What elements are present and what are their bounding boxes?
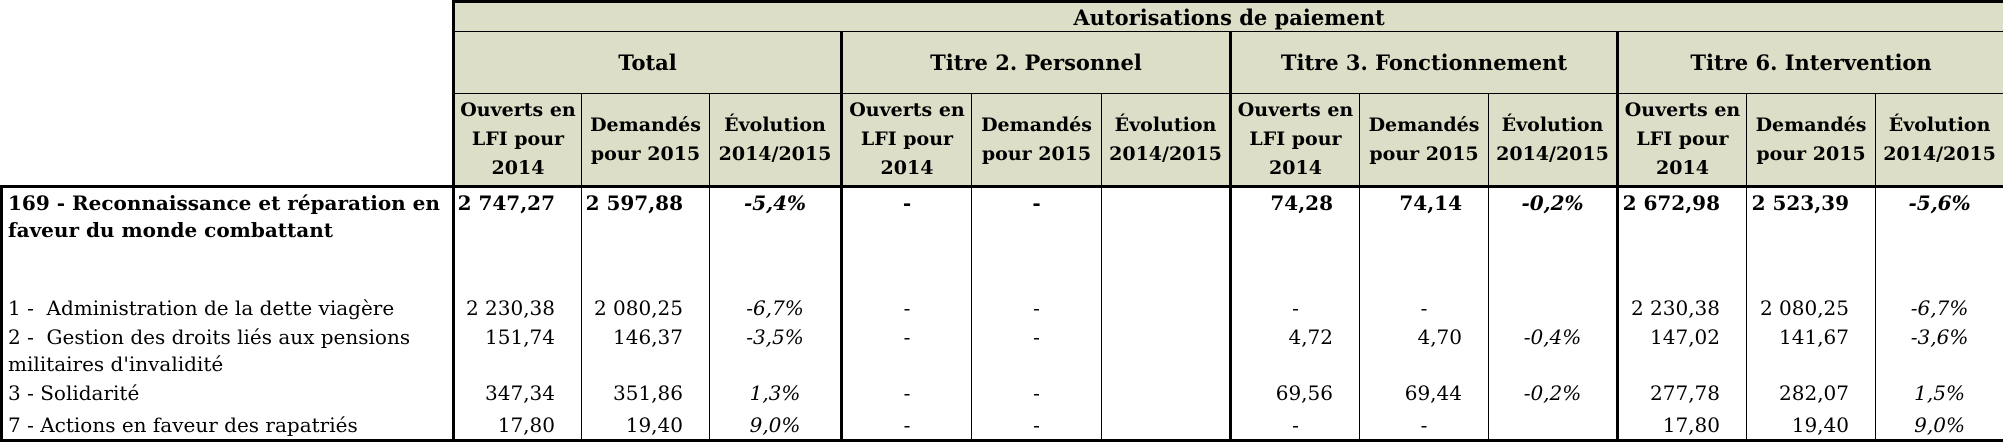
data-cell: -0,4% [1488, 321, 1618, 378]
header-row-groups: Total Titre 2. Personnel Titre 3. Foncti… [2, 31, 2003, 94]
col-header-evolution-2014-2015: Évolution 2014/2015 [1101, 93, 1231, 188]
data-cell [1101, 409, 1231, 442]
header-row-columns: Ouverts en LFI pour 2014 Demandés pour 2015… [2, 93, 2003, 188]
data-cell: 4,70 [1359, 321, 1489, 378]
data-cell: - [971, 292, 1102, 322]
data-cell: - [1359, 409, 1489, 442]
data-cell: - [840, 377, 972, 410]
data-cell: - [971, 185, 1102, 293]
blank-corner [1, 1, 454, 187]
col-header-evolution-2014-2015: Évolution 2014/2015 [1488, 93, 1618, 188]
col-header-demandes-2015: Demandés pour 2015 [1746, 93, 1876, 188]
data-cell: -6,7% [1874, 292, 2003, 322]
table-row-action-7: 7 - Actions en faveur des rapatriés 17,8… [0, 409, 2003, 442]
data-cell: 2 080,25 [581, 292, 710, 322]
data-cell [1101, 377, 1231, 410]
group-header-titre6-intervention: Titre 6. Intervention [1615, 31, 2003, 94]
data-cell: -3,6% [1874, 321, 2003, 378]
header-row-title: Autorisations de paiement [1, 0, 2003, 187]
data-cell: 4,72 [1229, 321, 1360, 378]
row-label: 2 - Gestion des droits liés aux pensions… [0, 321, 454, 378]
data-cell: 282,07 [1746, 377, 1876, 410]
data-cell: 9,0% [709, 409, 842, 442]
data-cell [1101, 321, 1231, 378]
data-cell: -0,2% [1488, 185, 1618, 293]
table-row-action-1: 1 - Administration de la dette viagère 2… [0, 292, 2003, 322]
data-cell: - [840, 409, 972, 442]
data-cell: - [1359, 292, 1489, 322]
col-header-demandes-2015: Demandés pour 2015 [1359, 93, 1489, 188]
col-header-ouverts-lfi-2014: Ouverts en LFI pour 2014 [1229, 93, 1360, 188]
col-header-evolution-2014-2015: Évolution 2014/2015 [1874, 93, 2003, 188]
data-cell: 347,34 [452, 377, 582, 410]
col-header-demandes-2015: Demandés pour 2015 [581, 93, 710, 188]
group-header-total: Total [452, 31, 842, 94]
data-cell: - [840, 321, 972, 378]
data-cell [1101, 185, 1231, 293]
data-cell: 74,28 [1229, 185, 1360, 293]
data-cell [1488, 409, 1618, 442]
col-header-demandes-2015: Demandés pour 2015 [971, 93, 1102, 188]
data-cell: 2 597,88 [581, 185, 710, 293]
col-header-ouverts-lfi-2014: Ouverts en LFI pour 2014 [452, 93, 582, 188]
table-title: Autorisations de paiement [451, 0, 2003, 32]
data-cell: 147,02 [1616, 321, 1747, 378]
table-row-action-3: 3 - Solidarité 347,34 351,86 1,3% - - 69… [0, 377, 2003, 410]
row-label: 7 - Actions en faveur des rapatriés [0, 409, 454, 442]
data-cell: -6,7% [709, 292, 842, 322]
data-cell: 19,40 [581, 409, 710, 442]
data-cell: - [971, 321, 1102, 378]
data-cell: 2 672,98 [1616, 185, 1747, 293]
data-cell: 151,74 [452, 321, 582, 378]
data-cell: - [1229, 292, 1360, 322]
table-row-169: 169 - Reconnaissance et réparation en fav… [0, 185, 2003, 293]
group-header-titre2-personnel: Titre 2. Personnel [840, 31, 1231, 94]
data-cell: 277,78 [1616, 377, 1747, 410]
data-cell: 69,56 [1229, 377, 1360, 410]
data-cell: 351,86 [581, 377, 710, 410]
data-cell: 141,67 [1746, 321, 1876, 378]
data-cell: 74,14 [1359, 185, 1489, 293]
data-cell: 17,80 [1616, 409, 1747, 442]
data-cell: 69,44 [1359, 377, 1489, 410]
data-cell: - [971, 377, 1102, 410]
table-row-action-2: 2 - Gestion des droits liés aux pensions… [0, 321, 2003, 378]
data-cell: -3,5% [709, 321, 842, 378]
col-header-evolution-2014-2015: Évolution 2014/2015 [709, 93, 842, 188]
data-cell: - [840, 292, 972, 322]
data-cell: 9,0% [1874, 409, 2003, 442]
data-cell: 2 523,39 [1746, 185, 1876, 293]
col-header-ouverts-lfi-2014: Ouverts en LFI pour 2014 [1616, 93, 1747, 188]
data-cell: - [971, 409, 1102, 442]
data-cell: - [1229, 409, 1360, 442]
data-cell [1488, 292, 1618, 322]
row-label: 3 - Solidarité [0, 377, 454, 410]
data-cell: 19,40 [1746, 409, 1876, 442]
data-cell: 17,80 [452, 409, 582, 442]
data-cell: 146,37 [581, 321, 710, 378]
data-cell: 2 230,38 [1616, 292, 1747, 322]
data-cell: 2 747,27 [452, 185, 582, 293]
col-header-ouverts-lfi-2014: Ouverts en LFI pour 2014 [840, 93, 972, 188]
data-cell: 2 230,38 [452, 292, 582, 322]
row-label: 1 - Administration de la dette viagère [0, 292, 454, 322]
data-cell: 1,5% [1874, 377, 2003, 410]
data-cell: - [840, 185, 972, 293]
group-header-titre3-fonctionnement: Titre 3. Fonctionnement [1229, 31, 1618, 94]
data-cell: -0,2% [1488, 377, 1618, 410]
data-cell: 2 080,25 [1746, 292, 1876, 322]
row-label: 169 - Reconnaissance et réparation en fav… [0, 185, 454, 293]
data-cell: 1,3% [709, 377, 842, 410]
data-cell: -5,6% [1874, 185, 2003, 293]
data-cell [1101, 292, 1231, 322]
data-cell: -5,4% [709, 185, 842, 293]
